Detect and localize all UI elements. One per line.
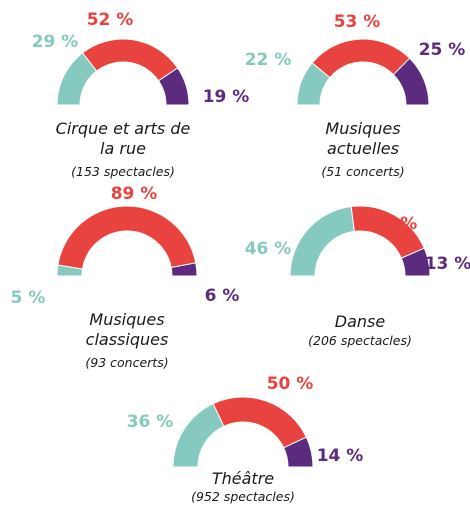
value-label: 25 % bbox=[419, 40, 466, 60]
chart-title: Cirque et arts de la rue bbox=[55, 119, 191, 158]
value-label: 6 % bbox=[205, 286, 240, 306]
value-label: 22 % bbox=[245, 50, 292, 70]
arc-segment bbox=[289, 205, 355, 277]
value-label: 5 % bbox=[11, 288, 46, 308]
chart-subtitle: (153 spectacles) bbox=[71, 164, 175, 179]
value-label: 14 % bbox=[317, 446, 364, 466]
value-label: 29 % bbox=[32, 32, 79, 52]
value-label: 89 % bbox=[111, 184, 158, 204]
chart-title: Danse bbox=[334, 312, 386, 331]
chart-subtitle: (206 spectacles) bbox=[308, 333, 412, 348]
chart-title: Théâtre bbox=[211, 469, 275, 488]
arc-segment bbox=[283, 436, 314, 468]
value-label: 52 % bbox=[87, 10, 134, 30]
value-label: 46 % bbox=[245, 239, 292, 259]
arc-segment bbox=[392, 57, 430, 106]
value-label: 50 % bbox=[267, 374, 314, 394]
value-label: 36 % bbox=[127, 412, 174, 432]
arc-segment bbox=[81, 38, 179, 82]
value-label: 13 % bbox=[425, 254, 470, 274]
chart-subtitle: (952 spectacles) bbox=[191, 489, 295, 504]
arc-segment bbox=[157, 67, 190, 106]
arc-segment bbox=[170, 262, 198, 277]
arc-segment bbox=[172, 402, 225, 468]
chart-title: Musiques classiques bbox=[85, 310, 169, 349]
chart-title: Musiques actuelles bbox=[325, 119, 401, 158]
arc-segment bbox=[311, 38, 411, 79]
value-label: 41 % bbox=[371, 214, 418, 234]
arc-segment bbox=[57, 205, 197, 270]
arc-segment bbox=[400, 247, 431, 277]
chart-subtitle: (51 concerts) bbox=[321, 164, 405, 179]
value-label: 53 % bbox=[334, 12, 381, 32]
chart-subtitle: (93 concerts) bbox=[85, 355, 169, 370]
value-label: 19 % bbox=[203, 87, 250, 107]
arc-segment bbox=[212, 396, 308, 449]
